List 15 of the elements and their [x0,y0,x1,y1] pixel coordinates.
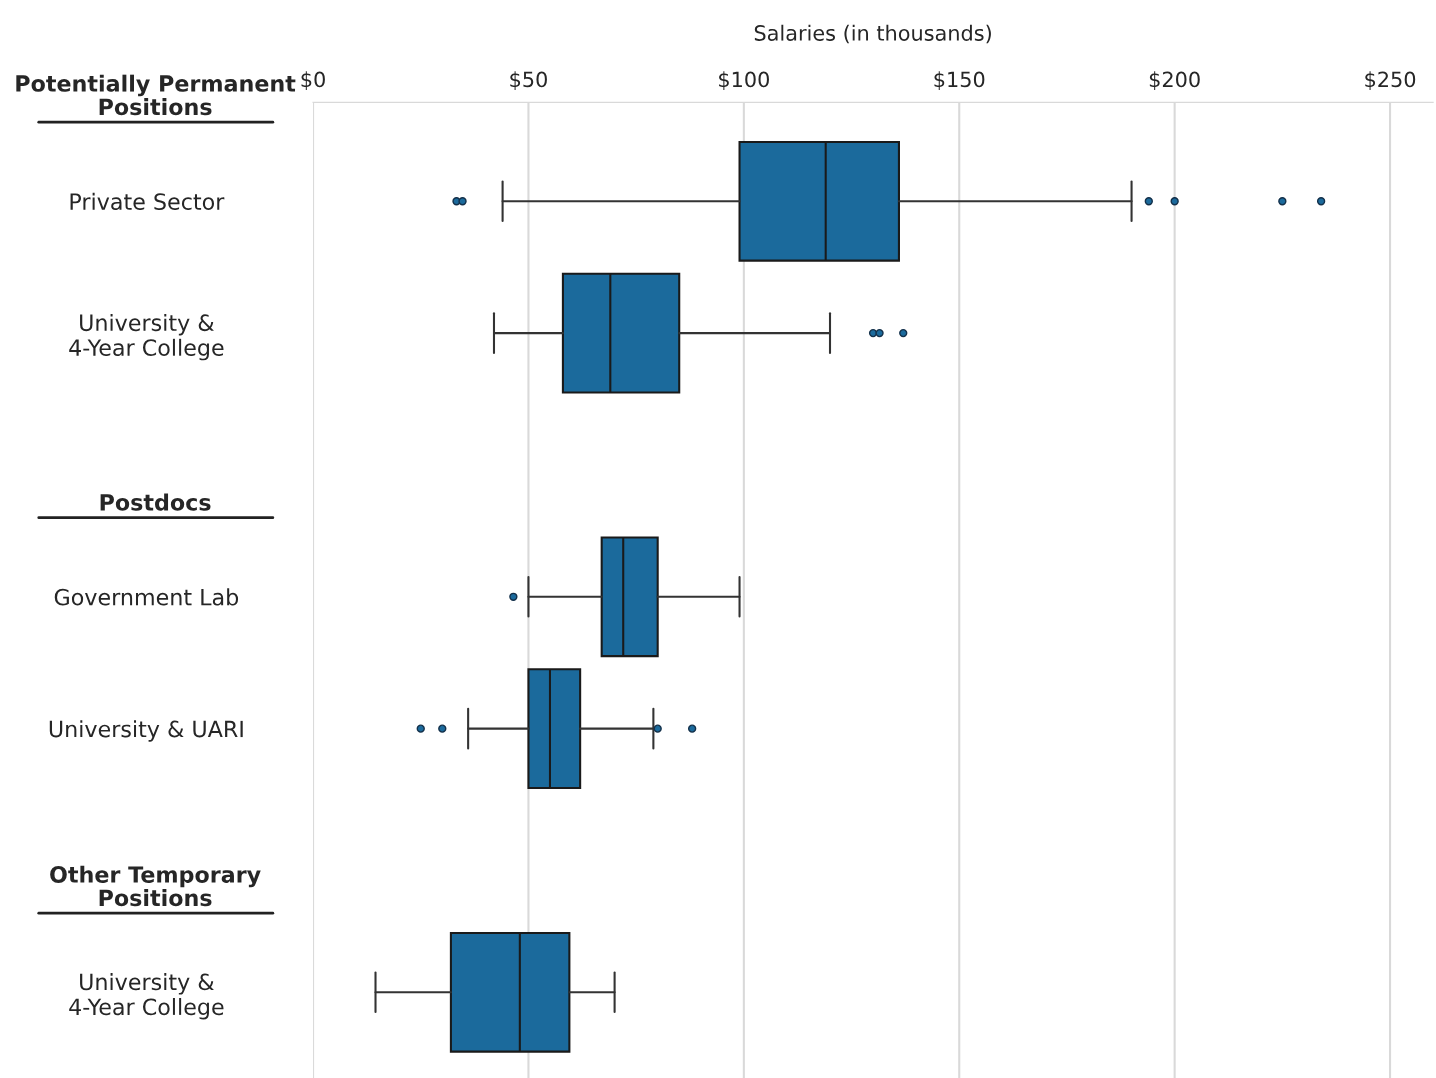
y-tick-label: University & UARI [49,720,243,742]
x-tick-label: $100 [719,71,769,91]
x-tick-label: $50 [510,71,547,91]
x-axis-title: Salaries (in thousands) [754,24,991,44]
x-tick-label: $0 [301,71,325,91]
text: Potentially Permanent Positions [16,74,296,116]
x-tick-label: $200 [1149,71,1200,91]
y-tick-label: Government Lab [54,588,239,606]
y-tick-label: University & 4-Year College [69,313,224,361]
x-tick-label: $150 [934,71,985,91]
x-tick-label: $250 [1365,71,1416,91]
text: Postdocs [100,493,211,511]
y-tick-label: University & 4-Year College [69,973,224,1020]
text: Other Temporary Positions [50,865,261,907]
y-tick-label: Private Sector [70,192,225,211]
